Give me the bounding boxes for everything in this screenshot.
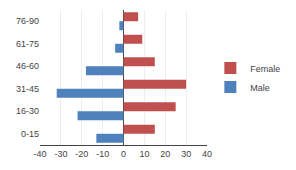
svg-text:10: 10: [139, 149, 149, 159]
svg-text:16-30: 16-30: [16, 106, 39, 116]
svg-text:Female: Female: [250, 64, 280, 74]
svg-text:20: 20: [160, 149, 170, 159]
svg-text:0: 0: [121, 149, 126, 159]
svg-text:-40: -40: [33, 149, 46, 159]
svg-text:61-75: 61-75: [16, 39, 39, 49]
svg-text:-30: -30: [54, 149, 67, 159]
svg-text:76-90: 76-90: [16, 16, 39, 26]
svg-text:46-60: 46-60: [16, 61, 39, 71]
svg-text:0-15: 0-15: [21, 129, 39, 139]
svg-text:-10: -10: [96, 149, 109, 159]
svg-text:-20: -20: [75, 149, 88, 159]
svg-text:30: 30: [181, 149, 191, 159]
svg-text:40: 40: [202, 149, 212, 159]
svg-text:Male: Male: [250, 83, 270, 93]
svg-text:31-45: 31-45: [16, 84, 39, 94]
